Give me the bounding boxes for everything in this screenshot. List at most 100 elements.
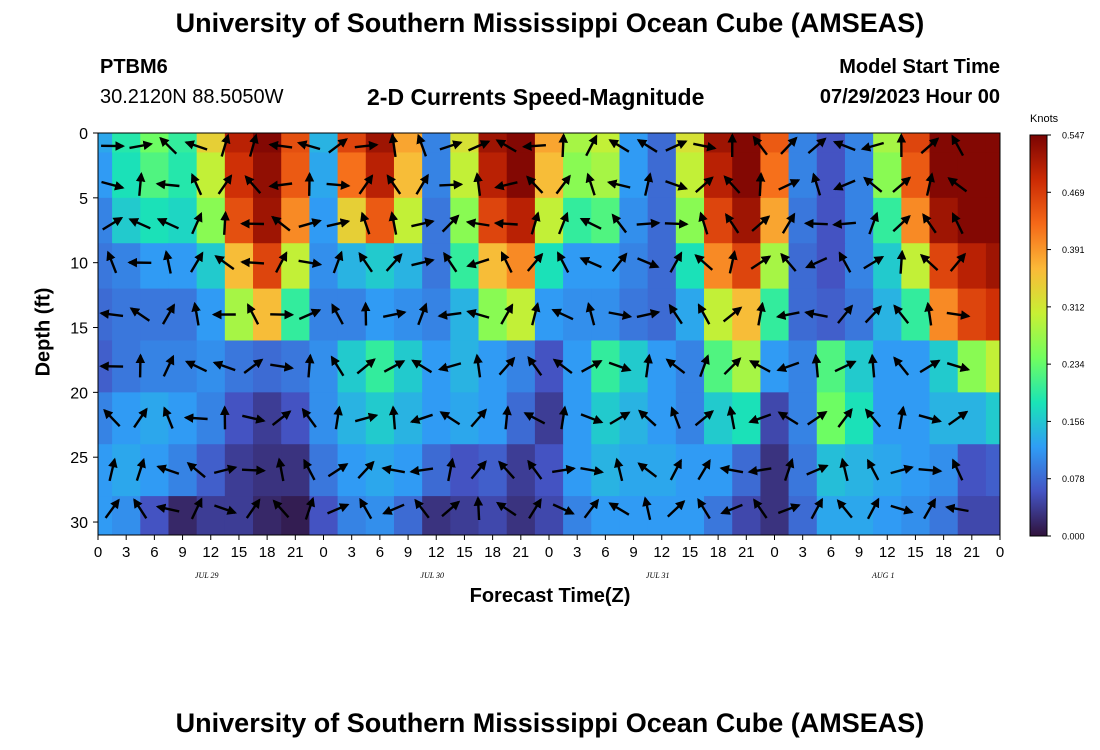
- heatmap-cell: [506, 197, 536, 244]
- current-vector-arrow: [579, 256, 602, 269]
- heatmap-cell: [506, 288, 536, 342]
- current-vector-arrow: [611, 252, 628, 273]
- current-vector-arrow: [441, 500, 461, 518]
- heatmap-cell: [816, 340, 846, 393]
- heatmap-cell: [957, 197, 987, 244]
- current-vector-arrow: [386, 174, 402, 195]
- current-vector-arrow: [271, 215, 291, 232]
- current-vector-arrow: [866, 458, 880, 481]
- current-vector-arrow: [161, 303, 176, 325]
- heatmap-cell: [816, 243, 846, 290]
- current-vector-arrow: [156, 218, 179, 230]
- heatmap-cell: [873, 288, 902, 342]
- heatmap-cell: [450, 340, 480, 393]
- heatmap-cell: [732, 152, 762, 199]
- model-start-label: Model Start Time: [839, 56, 1000, 78]
- current-vector-arrow: [804, 309, 828, 319]
- x-tick-label: 3: [799, 544, 807, 561]
- colorbar-unit: Knots: [1030, 113, 1059, 125]
- heatmap-cell: [478, 197, 508, 244]
- current-vector-arrow: [388, 405, 399, 430]
- current-vector-arrow: [832, 219, 857, 229]
- x-tick-label: 6: [827, 544, 835, 561]
- current-vector-arrow: [494, 180, 518, 191]
- current-vector-arrow: [919, 359, 941, 374]
- current-vector-arrow: [606, 179, 631, 189]
- current-vector-arrow: [437, 310, 462, 320]
- current-vector-arrow: [749, 360, 771, 373]
- current-vector-arrow: [583, 498, 600, 519]
- current-vector-arrow: [385, 253, 403, 272]
- current-vector-arrow: [838, 251, 852, 273]
- heatmap-cell: [98, 444, 113, 497]
- heatmap-cell: [704, 133, 733, 154]
- current-vector-arrow: [925, 172, 935, 196]
- current-vector-arrow: [240, 257, 265, 268]
- heatmap-cell: [732, 197, 762, 244]
- heatmap-cell: [732, 340, 762, 393]
- heatmap-cell: [224, 340, 254, 393]
- current-vector-arrow: [214, 255, 235, 271]
- y-tick-label: 15: [70, 321, 88, 338]
- current-vector-arrow: [191, 211, 203, 235]
- heatmap-cell: [365, 392, 395, 445]
- heatmap-cell: [563, 243, 592, 290]
- heatmap-cell: [112, 133, 141, 154]
- current-vector-arrow: [637, 257, 660, 269]
- x-tick-label: 15: [682, 544, 699, 561]
- current-vector-arrow: [383, 360, 406, 373]
- x-tick-label: 3: [122, 544, 130, 561]
- heatmap-cell: [985, 243, 1000, 290]
- heatmap-cell: [281, 392, 311, 445]
- current-vector-arrow: [918, 414, 942, 424]
- current-vector-arrow: [468, 140, 491, 152]
- current-vector-arrow: [473, 353, 483, 378]
- current-vector-arrow: [102, 216, 124, 231]
- heatmap-cell: [788, 392, 818, 445]
- current-vector-arrow: [500, 303, 514, 325]
- current-vector-arrow: [946, 310, 971, 320]
- current-vector-arrow: [666, 500, 686, 518]
- current-vector-arrow: [296, 140, 321, 151]
- heatmap-cell: [675, 392, 705, 445]
- current-vector-arrow: [776, 361, 800, 373]
- current-vector-arrow: [357, 460, 375, 480]
- heatmap-cell: [563, 340, 592, 393]
- heatmap-cell: [985, 133, 1000, 154]
- heatmap-cell: [365, 133, 395, 154]
- heatmap-cell: [844, 444, 874, 497]
- current-vector-arrow: [552, 358, 573, 375]
- current-vector-arrow: [951, 134, 965, 157]
- current-vector-arrow: [496, 501, 517, 517]
- x-tick-label: 3: [348, 544, 356, 561]
- current-vector-arrow: [946, 362, 971, 372]
- current-vector-arrow: [920, 137, 940, 155]
- speed-heatmap: [98, 133, 1000, 535]
- heatmap-cell: [675, 288, 705, 342]
- current-vector-arrow: [354, 140, 379, 151]
- heatmap-cell: [760, 243, 790, 290]
- colorbar-tick-label: 0.234: [1062, 360, 1085, 370]
- x-tick-label: 12: [428, 544, 445, 561]
- heatmap-cell: [140, 340, 170, 393]
- current-vector-arrow: [528, 498, 542, 520]
- heatmap-cell: [365, 340, 395, 393]
- x-tick-label: 0: [545, 544, 553, 561]
- current-vector-arrow: [860, 141, 885, 152]
- current-vector-arrow: [777, 503, 801, 515]
- x-tick-label: 0: [770, 544, 778, 561]
- heatmap-cell: [309, 197, 339, 244]
- current-vector-arrow: [750, 255, 772, 270]
- current-vector-arrow: [695, 176, 714, 194]
- current-vector-arrow: [896, 249, 907, 274]
- current-vector-arrow: [866, 497, 880, 520]
- heatmap-cell: [844, 197, 874, 244]
- current-vector-arrow: [756, 301, 766, 326]
- heatmap-cell: [337, 340, 367, 393]
- current-vector-arrow: [893, 304, 910, 324]
- current-vector-arrow: [493, 218, 518, 229]
- current-vector-arrow: [304, 353, 315, 378]
- x-tick-label: 21: [512, 544, 529, 561]
- heatmap-cell: [563, 133, 592, 154]
- heatmap-cell: [140, 152, 170, 199]
